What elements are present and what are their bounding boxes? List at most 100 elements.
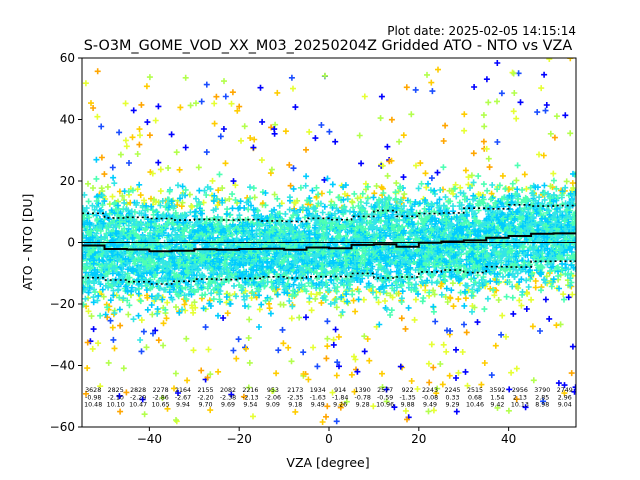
scatter-point [107, 317, 114, 324]
scatter-point [195, 278, 202, 284]
scatter-point [282, 128, 289, 135]
scatter-point [120, 295, 127, 302]
scatter-point [160, 342, 167, 349]
scatter-point [164, 261, 170, 268]
scatter-point [179, 199, 186, 206]
scatter-point [195, 227, 201, 234]
scatter-point [412, 86, 419, 93]
scatter-point [100, 293, 107, 300]
scatter-point [139, 273, 145, 280]
scatter-point [429, 88, 436, 95]
scatter-point [569, 187, 575, 194]
scatter-point [169, 296, 176, 303]
scatter-point [155, 103, 162, 110]
scatter-point [296, 314, 303, 321]
scatter-point [159, 269, 166, 276]
scatter-point [453, 375, 459, 381]
scatter-point [183, 335, 190, 342]
scatter-point [173, 232, 180, 239]
scatter-point [546, 58, 553, 62]
scatter-point [125, 266, 131, 273]
scatter-point [440, 138, 447, 144]
scatter-point [192, 304, 199, 311]
scatter-point [557, 321, 564, 328]
scatter-point [251, 136, 258, 143]
scatter-point [125, 207, 132, 214]
scatter-point [499, 172, 506, 179]
scatter-point [541, 71, 548, 78]
scatter-point [82, 232, 86, 239]
scatter-point [213, 93, 220, 100]
scatter-point [125, 188, 132, 195]
scatter-point [194, 202, 200, 209]
scatter-point [378, 93, 385, 100]
scatter-point [181, 301, 188, 308]
scatter-point [517, 99, 524, 106]
scatter-point [206, 300, 213, 307]
scatter-point [292, 408, 299, 415]
scatter-point [366, 357, 373, 364]
scatter-point [272, 121, 279, 128]
scatter-point [132, 287, 139, 293]
scatter-point [510, 108, 517, 115]
scatter-point [434, 385, 441, 392]
scatter-point [383, 290, 390, 297]
scatter-point [95, 340, 102, 347]
scatter-point [140, 328, 147, 335]
scatter-point [211, 120, 218, 127]
scatter-point [191, 240, 198, 247]
scatter-point [138, 317, 145, 324]
scatter-point [169, 263, 175, 270]
scatter-point [214, 255, 221, 262]
scatter-point [137, 297, 144, 304]
scatter-point [250, 144, 257, 151]
scatter-point [492, 342, 499, 349]
scatter-point [308, 291, 315, 298]
scatter-point [313, 291, 320, 298]
scatter-point [430, 407, 437, 414]
scatter-point [288, 74, 295, 81]
scatter-point [120, 251, 127, 258]
scatter-point [198, 257, 205, 264]
scatter-point [101, 265, 108, 271]
scatter-point [382, 298, 388, 304]
scatter-point [440, 341, 447, 348]
scatter-point [228, 100, 235, 107]
scatter-point [270, 387, 277, 394]
scatter-point [356, 132, 363, 139]
scatter-point [204, 374, 211, 381]
scatter-point [110, 292, 117, 299]
scatter-point [226, 196, 233, 202]
scatter-point [142, 238, 149, 245]
scatter-point [379, 384, 386, 391]
scatter-point [524, 290, 531, 297]
scatter-point [332, 326, 339, 333]
scatter-point [481, 360, 488, 366]
scatter-point [161, 286, 168, 293]
scatter-point [107, 232, 114, 239]
scatter-point [116, 306, 123, 313]
scatter-point [318, 299, 325, 306]
scatter-point [85, 180, 91, 187]
scatter-point [90, 326, 97, 333]
scatter-point [238, 137, 244, 144]
scatter-point [105, 359, 112, 366]
scatter-point [157, 166, 164, 173]
scatter-point [485, 155, 492, 162]
scatter-point [532, 284, 539, 291]
scatter-point [391, 404, 398, 411]
scatter-point [408, 111, 415, 118]
scatter-point [102, 270, 109, 277]
scatter-point [169, 255, 176, 262]
scatter-point [384, 172, 391, 179]
scatter-point [257, 84, 264, 91]
scatter-point [361, 348, 368, 355]
scatter-point [215, 187, 222, 194]
scatter-point [202, 324, 209, 331]
scatter-point [561, 390, 568, 397]
scatter-point [513, 365, 520, 372]
scatter-point [401, 191, 408, 198]
scatter-point [85, 308, 92, 315]
scatter-point [470, 150, 477, 157]
scatter-point [481, 123, 488, 130]
